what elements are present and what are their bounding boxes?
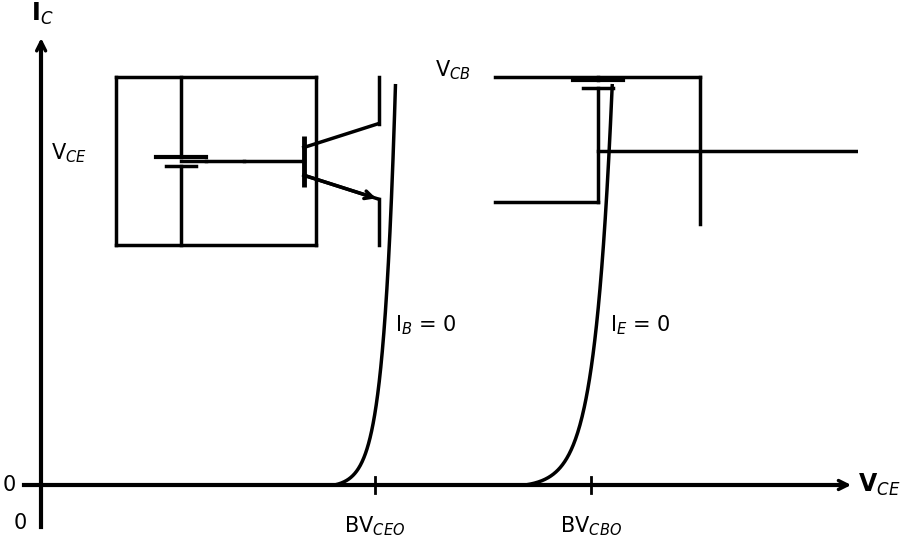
Text: 0: 0 bbox=[14, 513, 27, 533]
Text: I$_B$ = 0: I$_B$ = 0 bbox=[395, 313, 457, 337]
Text: I$_E$ = 0: I$_E$ = 0 bbox=[610, 313, 670, 337]
Text: V$_{CB}$: V$_{CB}$ bbox=[435, 59, 471, 83]
Text: BV$_{CEO}$: BV$_{CEO}$ bbox=[344, 514, 405, 538]
Text: I$_C$: I$_C$ bbox=[32, 1, 53, 27]
Text: V$_{CE}$: V$_{CE}$ bbox=[51, 141, 87, 165]
Text: BV$_{CBO}$: BV$_{CBO}$ bbox=[560, 514, 622, 538]
Text: 0: 0 bbox=[3, 475, 16, 495]
Text: V$_{CE}$: V$_{CE}$ bbox=[858, 472, 900, 498]
